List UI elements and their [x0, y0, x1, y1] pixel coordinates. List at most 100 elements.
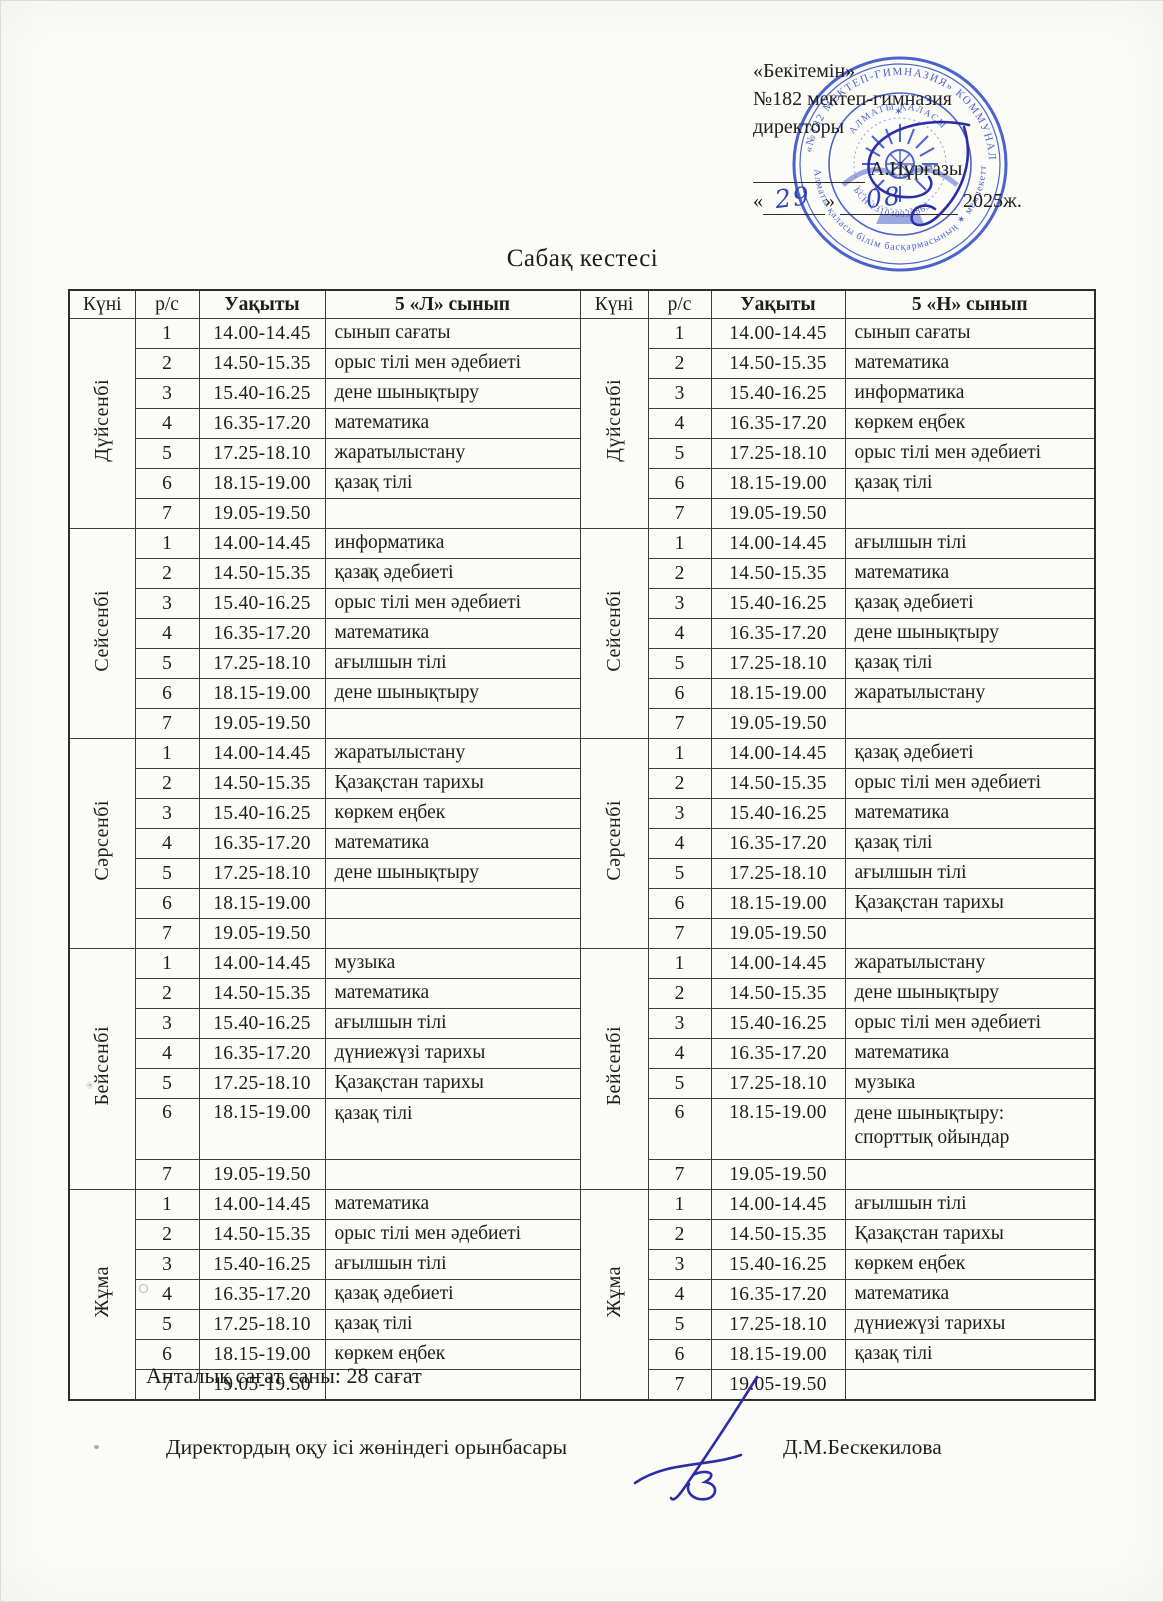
time-cell: 19.05-19.50 [198, 498, 326, 529]
stamp-emblem: ✶ [841, 106, 959, 224]
time-cell: 17.25-18.10 [710, 1068, 846, 1099]
table-row: 6 18.15-19.00 қазақ тілі 6 18.15-19.00 дене ш… [69, 1098, 1096, 1160]
table-row: 4 16.35-17.20 математика 4 16.35-17.20 қазақ … [69, 828, 1096, 859]
signer-name: А.Нұрғазы [870, 158, 963, 180]
table-row: Бейсенбі 1 14.00-14.45 музыка Бейсенбі 1 14.00… [68, 948, 1096, 1190]
period-number-cell: 1 [647, 1189, 712, 1220]
period-number-cell: 3 [647, 798, 712, 829]
period-number-cell: 5 [134, 648, 200, 679]
time-cell: 14.50-15.35 [710, 558, 846, 589]
table-row: 4 16.35-17.20 қазақ әдебиеті 4 16.35-17.20 ма… [69, 1279, 1096, 1310]
table-row: 7 19.05-19.50 7 19.05-19.50 [69, 918, 1096, 949]
period-number-cell: 4 [134, 408, 200, 439]
subject-cell: қазақ тілі [324, 1098, 581, 1160]
time-cell: 14.00-14.45 [710, 1189, 846, 1220]
subject-cell: қазақ тілі [844, 1339, 1096, 1370]
subject-cell: математика [844, 558, 1096, 589]
table-row: 6 18.15-19.00 көркем еңбек 6 18.15-19.00 қаза… [69, 1339, 1096, 1370]
time-cell: 16.35-17.20 [710, 1279, 846, 1310]
subject-cell: дене шынықтыру [324, 858, 581, 889]
day-label: Жұма [90, 1265, 113, 1318]
time-cell: 16.35-17.20 [198, 1038, 326, 1069]
period-number-cell: 2 [647, 348, 712, 379]
table-row: 3 15.40-16.25 көркем еңбек 3 15.40-16.25 мате… [69, 798, 1096, 829]
day-cell: Сейсенбі [579, 528, 649, 739]
subject-cell: дүниежүзі тарихы [844, 1309, 1096, 1340]
day-label: Сейсенбі [602, 589, 625, 672]
day-cell: Жұма [579, 1189, 649, 1401]
day-label: Бейсенбі [602, 1026, 625, 1106]
subject-cell: ағылшын тілі [324, 1249, 581, 1280]
table-row: 3 15.40-16.25 ағылшын тілі 3 15.40-16.25 орыс… [69, 1008, 1096, 1039]
subject-cell: қазақ әдебиеті [844, 738, 1096, 769]
period-number-cell: 7 [647, 498, 712, 529]
approval-block: «Бекітемін» №182 мектеп-гимназия директо… [753, 57, 1113, 215]
time-cell: 19.05-19.50 [198, 918, 326, 949]
subject-cell: информатика [844, 378, 1096, 409]
period-number-cell: 3 [134, 378, 200, 409]
table-row: 7 19.05-19.50 7 19.05-19.50 [69, 708, 1096, 739]
time-cell: 15.40-16.25 [198, 1008, 326, 1039]
time-cell: 14.00-14.45 [198, 738, 326, 769]
subject-cell [324, 708, 581, 739]
subject-cell: математика [844, 1279, 1096, 1310]
subject-cell: математика [324, 978, 581, 1009]
subject-cell: математика [324, 618, 581, 649]
time-cell: 18.15-19.00 [710, 888, 846, 919]
period-number-cell: 6 [134, 1098, 200, 1160]
col-header-class-n: 5 «Н» сынып [844, 289, 1096, 319]
table-row: 5 17.25-18.10 Қазақстан тарихы 5 17.25-18.10… [69, 1068, 1096, 1099]
time-cell: 17.25-18.10 [198, 858, 326, 889]
time-cell: 14.00-14.45 [710, 318, 846, 349]
period-number-cell: 4 [647, 1038, 712, 1069]
close-quote: » [825, 190, 835, 212]
table-row: 7 19.05-19.50 7 19.05-19.50 [69, 498, 1096, 529]
time-cell: 14.50-15.35 [710, 348, 846, 379]
subject-cell: орыс тілі мен әдебиеті [324, 588, 581, 619]
time-cell: 14.50-15.35 [710, 768, 846, 799]
period-number-cell: 1 [134, 318, 200, 349]
period-number-cell: 5 [134, 858, 200, 889]
time-cell: 16.35-17.20 [710, 1038, 846, 1069]
director-signature-ink [867, 120, 971, 227]
time-cell: 14.00-14.45 [710, 528, 846, 559]
time-cell: 14.50-15.35 [198, 558, 326, 589]
subject-cell: дене шынықтыру [324, 378, 581, 409]
subject-cell: жаратылыстану [844, 678, 1096, 709]
subject-cell: ағылшын тілі [324, 648, 581, 679]
time-cell: 17.25-18.10 [710, 858, 846, 889]
subject-cell: орыс тілі мен әдебиеті [844, 768, 1096, 799]
time-cell: 19.05-19.50 [710, 918, 846, 949]
subject-cell: ағылшын тілі [324, 1008, 581, 1039]
period-number-cell: 4 [134, 1279, 200, 1310]
period-number-cell: 6 [134, 1339, 200, 1370]
subject-cell: жаратылыстану [324, 438, 581, 469]
subject-cell: қазақ тілі [844, 468, 1096, 499]
time-cell: 16.35-17.20 [710, 408, 846, 439]
period-number-cell: 2 [134, 1219, 200, 1250]
day-cell: Дүйсенбі [68, 318, 136, 529]
period-number-cell: 2 [134, 348, 200, 379]
subject-cell [844, 918, 1096, 949]
scan-speck [94, 1445, 99, 1449]
period-number-cell: 3 [647, 1249, 712, 1280]
subject-cell: Қазақстан тарихы [324, 768, 581, 799]
time-cell: 15.40-16.25 [198, 588, 326, 619]
time-cell: 16.35-17.20 [710, 828, 846, 859]
col-header-num-right: р/с [647, 289, 712, 319]
period-number-cell: 4 [647, 1279, 712, 1310]
day-label: Дүйсенбі [602, 379, 625, 462]
period-number-cell: 4 [647, 408, 712, 439]
period-number-cell: 6 [647, 888, 712, 919]
approval-line-1: «Бекітемін» [753, 60, 856, 82]
subject-cell: қазақ тілі [844, 648, 1096, 679]
table-row: Сәрсенбі 1 14.00-14.45 жаратылыстану Сәрсенб… [68, 738, 1096, 949]
table-row: 5 17.25-18.10 ағылшын тілі 5 17.25-18.10 қаза… [69, 648, 1096, 679]
subject-cell: орыс тілі мен әдебиеті [324, 1219, 581, 1250]
subject-cell: қазақ тілі [324, 1309, 581, 1340]
period-number-cell: 5 [647, 648, 712, 679]
date-line: « 29 » 08 2025ж. [753, 181, 1113, 215]
time-cell: 14.00-14.45 [198, 948, 326, 979]
subject-cell [844, 708, 1096, 739]
day-cell: Дүйсенбі [579, 318, 649, 529]
